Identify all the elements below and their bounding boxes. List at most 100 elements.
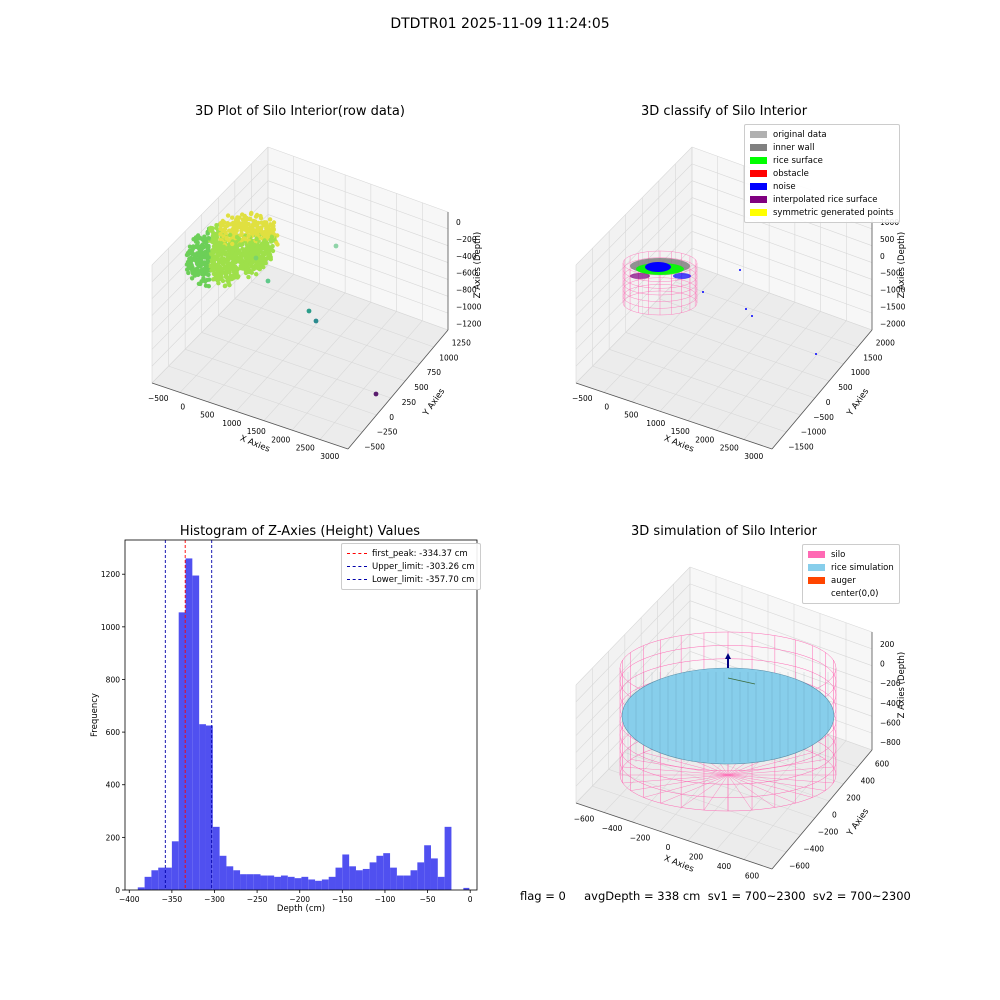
left-wall-pane xyxy=(576,567,690,803)
legend-entry: silo xyxy=(808,548,894,561)
grid-line xyxy=(715,311,821,431)
legend-label: original data xyxy=(773,129,827,140)
y-axis-line xyxy=(347,329,449,450)
y-tick-label: 400 xyxy=(106,781,121,790)
grid-line xyxy=(151,264,269,384)
wire-spoke xyxy=(727,774,775,808)
grid-line xyxy=(267,247,449,314)
y-axis-label: Y Axies xyxy=(845,806,872,838)
noise-points xyxy=(645,262,671,272)
histogram-bar xyxy=(151,870,159,890)
histogram-bar xyxy=(328,876,336,890)
wire-spoke xyxy=(622,774,729,784)
histogram-bar xyxy=(308,879,316,890)
data-point xyxy=(256,261,261,266)
data-point xyxy=(220,218,225,224)
grid-line xyxy=(659,292,770,412)
grid-line xyxy=(575,264,693,384)
histogram-bar xyxy=(376,855,384,890)
z-tick-label: 500 xyxy=(880,235,895,244)
legend-entry: rice simulation xyxy=(808,561,894,574)
wire-spoke xyxy=(660,774,729,804)
data-point xyxy=(193,235,199,240)
data-point xyxy=(224,274,229,279)
wire-spoke xyxy=(727,774,834,784)
data-point xyxy=(190,246,195,252)
x-tick-label: −500 xyxy=(148,394,169,403)
data-point xyxy=(266,253,271,258)
legend-label: Lower_limit: -357.70 cm xyxy=(372,574,475,585)
grid-line xyxy=(251,281,434,348)
grid-line xyxy=(625,332,815,399)
histogram-bars xyxy=(137,558,470,890)
histogram-bar xyxy=(410,870,418,890)
histogram-bar xyxy=(315,880,322,890)
grid-line xyxy=(592,785,787,853)
data-point xyxy=(234,251,239,257)
histogram-bar xyxy=(280,875,288,890)
data-point xyxy=(226,278,232,283)
z-tick-label: −800 xyxy=(880,738,901,747)
histogram-bar xyxy=(165,867,172,890)
z-tick-label: −500 xyxy=(880,269,901,278)
data-point xyxy=(184,252,190,258)
y-tick-label: 600 xyxy=(875,760,890,769)
grid-line xyxy=(267,146,449,213)
z-tick-label: 0 xyxy=(456,218,461,227)
legend-line-first-peak xyxy=(347,553,367,554)
y-axis-line xyxy=(771,749,873,870)
data-point xyxy=(253,219,258,224)
y-tick-label: 1500 xyxy=(863,353,882,362)
wire-spoke xyxy=(727,774,753,811)
grid-line xyxy=(234,298,420,365)
histogram-bar xyxy=(260,875,268,890)
data-point xyxy=(221,250,227,255)
histogram-bar xyxy=(301,876,309,890)
x-tick-label: 2500 xyxy=(720,444,739,453)
wire-spoke xyxy=(727,752,813,776)
data-point xyxy=(212,276,217,282)
status-footer: flag = 0 avgDepth = 338 cm sv1 = 700~230… xyxy=(520,889,911,903)
z-tick-label: −1000 xyxy=(880,286,906,295)
wire-spoke xyxy=(727,766,834,776)
data-point xyxy=(209,267,215,273)
data-point xyxy=(263,234,268,239)
data-point xyxy=(239,242,244,248)
histogram-bar xyxy=(192,575,200,890)
legend-label: inner wall xyxy=(773,142,815,153)
data-point xyxy=(225,213,231,218)
grid-line xyxy=(575,231,693,350)
x-tick-label: 2000 xyxy=(271,435,290,444)
simulation-3d-plot: −600−400−2000200400600−600−400−200020040… xyxy=(574,566,907,880)
legend-swatch xyxy=(808,577,825,584)
data-point xyxy=(232,267,237,272)
grid-line xyxy=(687,301,796,421)
center-arrow xyxy=(725,653,731,659)
data-point xyxy=(270,224,276,230)
data-point xyxy=(224,236,229,241)
histogram-bar xyxy=(417,862,425,890)
legend-entry: auger xyxy=(808,574,894,587)
data-point xyxy=(219,272,224,277)
legend-label: symmetric generated points xyxy=(773,207,894,218)
data-point xyxy=(259,220,264,225)
x-tick-label: −600 xyxy=(574,815,595,824)
legend-entry: noise xyxy=(750,180,894,193)
data-point xyxy=(225,256,230,261)
data-point xyxy=(231,228,236,233)
data-point xyxy=(271,220,277,225)
y-tick-label: 200 xyxy=(846,794,861,803)
legend-label: auger xyxy=(831,575,856,586)
data-point xyxy=(225,223,230,228)
data-point xyxy=(196,269,201,275)
wire-spoke xyxy=(681,774,729,808)
raw-data-3d-plot: −500050010001500200025003000−500−2500250… xyxy=(148,146,483,461)
x-tick-label: 0 xyxy=(180,402,185,411)
z-tick-label: 0 xyxy=(880,659,885,668)
data-point xyxy=(221,244,226,249)
legend-entry: center(0,0) xyxy=(808,587,894,600)
z-tick-label: 0 xyxy=(880,252,885,261)
x-tick-label: 3000 xyxy=(744,452,763,461)
back-wall-pane xyxy=(268,147,448,330)
data-point xyxy=(211,264,216,269)
